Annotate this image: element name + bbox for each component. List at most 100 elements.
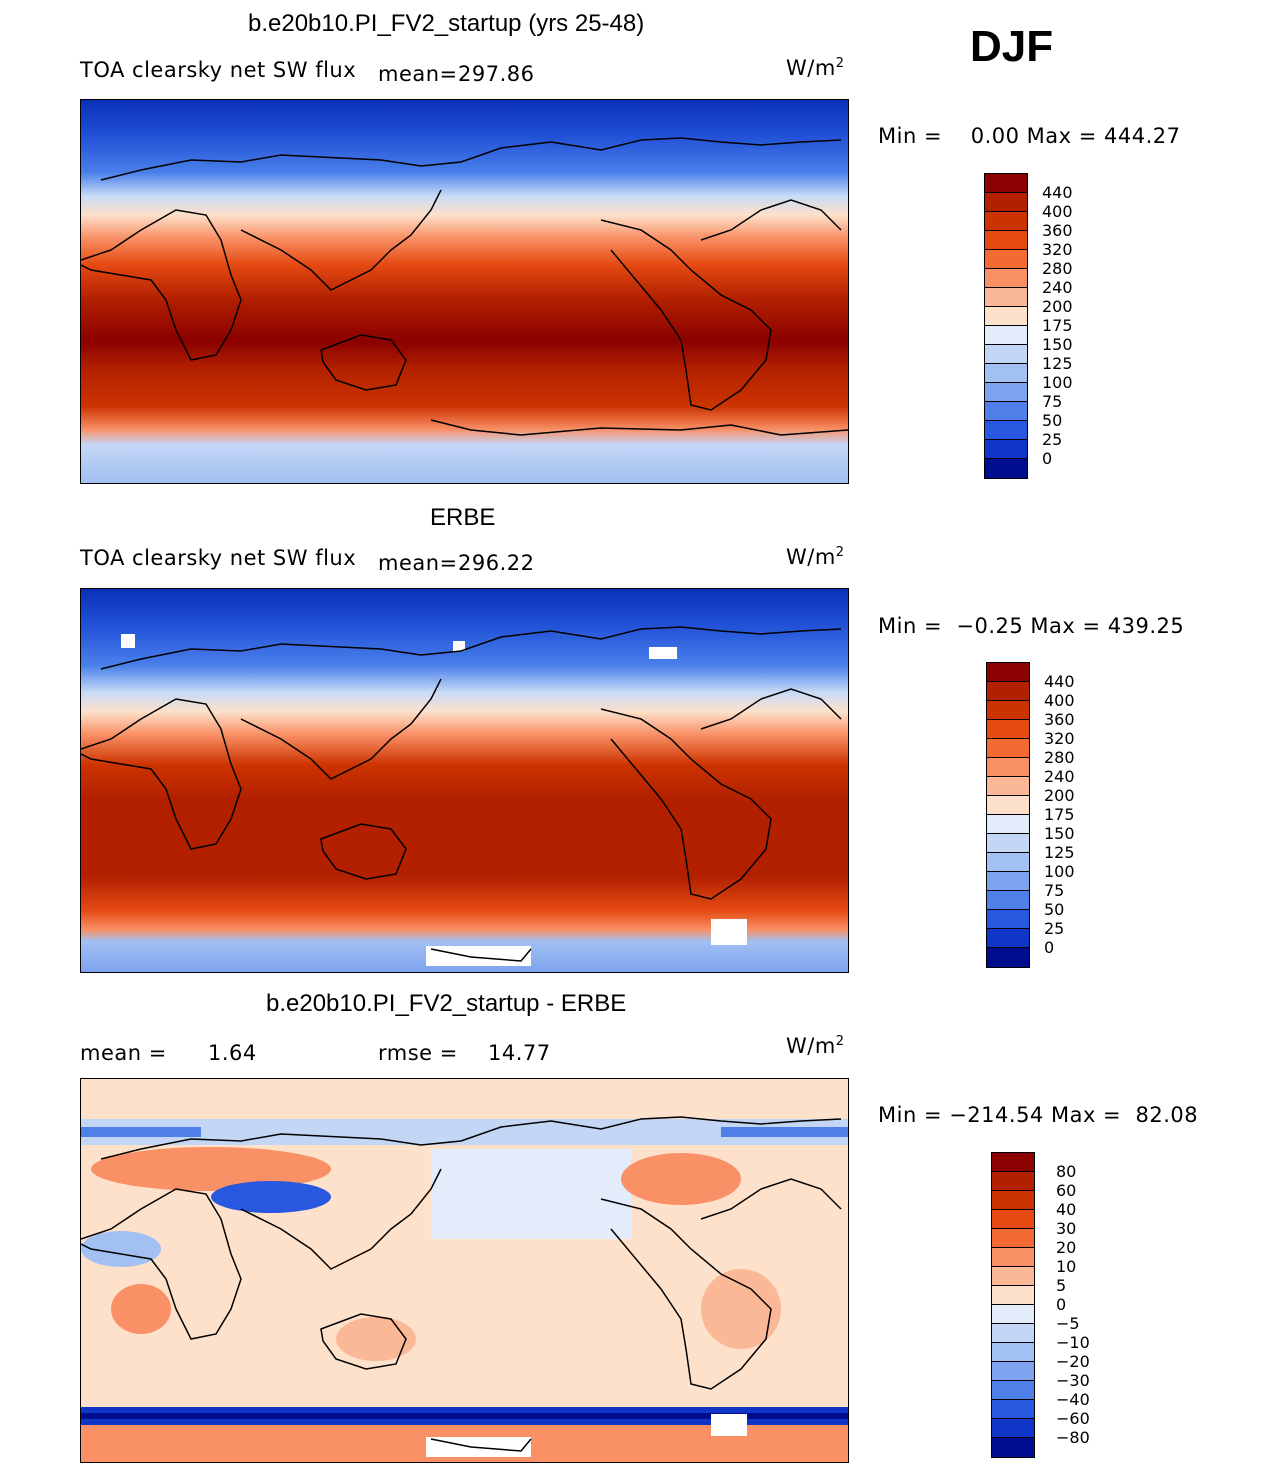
- panel3-rmse-value: 14.77: [488, 1041, 551, 1065]
- panel3-coastlines: [81, 1116, 842, 1452]
- panel2-mean-label: mean=: [378, 551, 458, 575]
- colorbar-tick-label: 0: [1042, 449, 1053, 468]
- colorbar-segment: [992, 1229, 1034, 1248]
- colorbar-tick-label: −10: [1056, 1333, 1090, 1352]
- colorbar-segment: [985, 345, 1027, 364]
- colorbar-tick-label: 100: [1042, 373, 1073, 392]
- colorbar-tick-label: 80: [1056, 1162, 1077, 1181]
- colorbar-segment: [992, 1362, 1034, 1381]
- colorbar-tick-label: −80: [1056, 1428, 1090, 1447]
- colorbar-tick-label: 60: [1056, 1181, 1077, 1200]
- colorbar-segment: [987, 872, 1029, 891]
- colorbar-tick-label: 25: [1044, 919, 1065, 938]
- colorbar-segment: [985, 193, 1027, 212]
- panel1-mean-value: 297.86: [458, 62, 535, 86]
- colorbar-segment: [992, 1438, 1034, 1457]
- colorbar-segment: [992, 1210, 1034, 1229]
- panel2-colorbar: [986, 662, 1030, 968]
- panel3-map: [80, 1078, 849, 1463]
- colorbar-segment: [992, 1153, 1034, 1172]
- panel1-colorbar: [984, 173, 1028, 479]
- colorbar-segment: [985, 421, 1027, 440]
- colorbar-segment: [987, 682, 1029, 701]
- colorbar-tick-label: 25: [1042, 430, 1063, 449]
- colorbar-tick-label: 280: [1044, 748, 1075, 767]
- colorbar-segment: [985, 364, 1027, 383]
- panel1-minmax: Min = 0.00 Max = 444.27: [878, 124, 1181, 148]
- colorbar-segment: [992, 1191, 1034, 1210]
- colorbar-tick-label: 10: [1056, 1257, 1077, 1276]
- colorbar-tick-label: 400: [1042, 202, 1073, 221]
- colorbar-segment: [987, 720, 1029, 739]
- colorbar-segment: [992, 1419, 1034, 1438]
- colorbar-segment: [985, 383, 1027, 402]
- colorbar-segment: [985, 231, 1027, 250]
- colorbar-tick-label: 280: [1042, 259, 1073, 278]
- colorbar-tick-label: 30: [1056, 1219, 1077, 1238]
- colorbar-tick-label: 50: [1042, 411, 1063, 430]
- colorbar-tick-label: 125: [1044, 843, 1075, 862]
- colorbar-segment: [987, 891, 1029, 910]
- panel2-coastlines: [81, 626, 842, 962]
- colorbar-segment: [985, 250, 1027, 269]
- panel3-rmse-label: rmse =: [378, 1041, 458, 1065]
- colorbar-tick-label: 5: [1056, 1276, 1067, 1295]
- colorbar-tick-label: 320: [1044, 729, 1075, 748]
- panel1-variable: TOA clearsky net SW flux: [80, 58, 357, 82]
- colorbar-segment: [987, 929, 1029, 948]
- panel2-minmax: Min = −0.25 Max = 439.25: [878, 614, 1185, 638]
- panel2-mean-value: 296.22: [458, 551, 535, 575]
- panel3-units: W/m2: [786, 1034, 845, 1058]
- colorbar-segment: [985, 269, 1027, 288]
- colorbar-segment: [992, 1381, 1034, 1400]
- colorbar-tick-label: 240: [1042, 278, 1073, 297]
- colorbar-segment: [987, 815, 1029, 834]
- colorbar-segment: [987, 910, 1029, 929]
- panel2-map: [80, 588, 849, 973]
- panel3-title: b.e20b10.PI_FV2_startup - ERBE: [266, 990, 627, 1017]
- season-label: DJF: [970, 22, 1054, 71]
- panel3-colorbar: [991, 1152, 1035, 1458]
- colorbar-segment: [987, 777, 1029, 796]
- colorbar-segment: [985, 402, 1027, 421]
- colorbar-tick-label: 50: [1044, 900, 1065, 919]
- panel1-map: [80, 99, 849, 484]
- colorbar-segment: [985, 326, 1027, 345]
- colorbar-tick-label: 440: [1044, 672, 1075, 691]
- colorbar-tick-label: 150: [1044, 824, 1075, 843]
- panel2-title: ERBE: [430, 504, 496, 531]
- colorbar-segment: [992, 1305, 1034, 1324]
- colorbar-tick-label: −60: [1056, 1409, 1090, 1428]
- colorbar-tick-label: 150: [1042, 335, 1073, 354]
- panel3-mean-label: mean =: [80, 1041, 167, 1065]
- colorbar-tick-label: −5: [1056, 1314, 1080, 1333]
- colorbar-tick-label: −30: [1056, 1371, 1090, 1390]
- colorbar-tick-label: 100: [1044, 862, 1075, 881]
- colorbar-segment: [987, 701, 1029, 720]
- colorbar-segment: [985, 440, 1027, 459]
- panel3-minmax: Min = −214.54 Max = 82.08: [878, 1103, 1199, 1127]
- panel1-mean-label: mean=: [378, 62, 458, 86]
- colorbar-tick-label: −40: [1056, 1390, 1090, 1409]
- colorbar-segment: [987, 796, 1029, 815]
- colorbar-tick-label: 360: [1044, 710, 1075, 729]
- panel2-field: [81, 589, 848, 972]
- colorbar-segment: [992, 1343, 1034, 1362]
- colorbar-segment: [992, 1172, 1034, 1191]
- colorbar-tick-label: −20: [1056, 1352, 1090, 1371]
- colorbar-tick-label: 360: [1042, 221, 1073, 240]
- colorbar-tick-label: 20: [1056, 1238, 1077, 1257]
- panel3-mean-value: 1.64: [208, 1041, 257, 1065]
- panel1-title: b.e20b10.PI_FV2_startup (yrs 25-48): [248, 10, 645, 37]
- panel2-variable: TOA clearsky net SW flux: [80, 546, 357, 570]
- colorbar-segment: [992, 1248, 1034, 1267]
- colorbar-segment: [987, 853, 1029, 872]
- colorbar-segment: [987, 948, 1029, 967]
- panel1-units: W/m2: [786, 56, 845, 80]
- colorbar-segment: [987, 663, 1029, 682]
- colorbar-segment: [992, 1400, 1034, 1419]
- panel3-field: [81, 1079, 848, 1462]
- colorbar-segment: [985, 212, 1027, 231]
- colorbar-tick-label: 40: [1056, 1200, 1077, 1219]
- colorbar-tick-label: 200: [1044, 786, 1075, 805]
